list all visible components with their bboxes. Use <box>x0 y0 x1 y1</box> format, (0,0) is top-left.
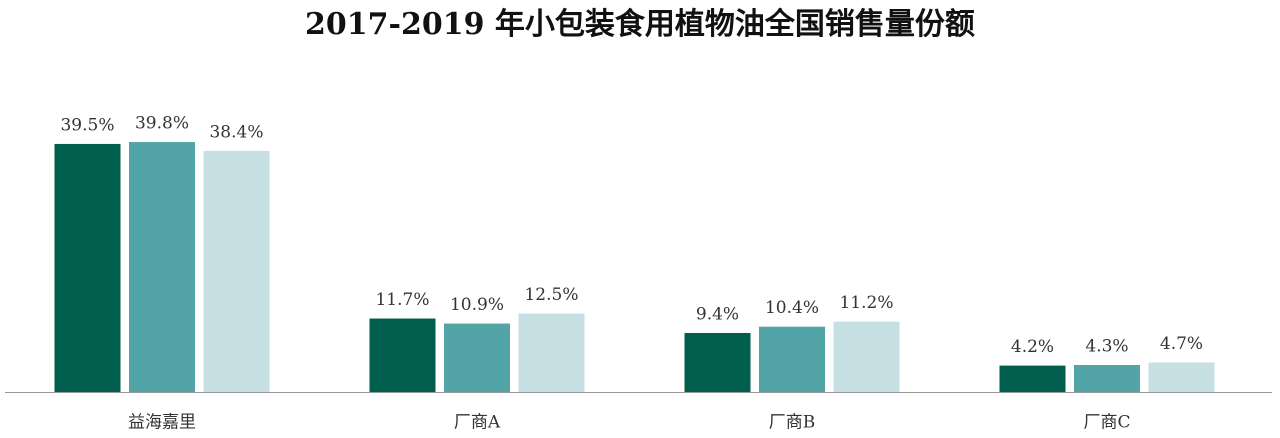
data-label: 39.8% <box>135 114 189 134</box>
bar <box>444 323 510 392</box>
data-label: 10.4% <box>765 298 819 318</box>
data-label: 4.7% <box>1160 334 1203 354</box>
data-label: 4.2% <box>1011 337 1054 357</box>
data-label: 12.5% <box>524 285 578 305</box>
data-label: 39.5% <box>60 115 114 135</box>
bar <box>684 332 751 392</box>
x-tick-label: 益海嘉里 <box>128 413 196 433</box>
bar <box>999 365 1066 392</box>
bar <box>1148 362 1215 392</box>
data-label: 9.4% <box>696 304 739 324</box>
chart-title: 2017-2019 年小包装食用植物油全国销售量份额 <box>305 7 975 42</box>
data-label: 11.7% <box>375 290 429 310</box>
bar <box>203 150 270 392</box>
bar <box>129 142 195 392</box>
x-tick-label: 厂商C <box>1083 413 1130 433</box>
x-tick-label: 厂商A <box>454 413 501 433</box>
bar <box>518 313 585 392</box>
bar <box>759 326 825 392</box>
data-label: 38.4% <box>209 122 263 142</box>
bar <box>369 318 436 392</box>
bar <box>833 321 900 392</box>
bar <box>1074 364 1140 392</box>
data-label: 4.3% <box>1085 336 1128 356</box>
data-label: 10.9% <box>450 295 504 315</box>
data-label: 11.2% <box>839 293 893 313</box>
x-tick-label: 厂商B <box>769 413 816 433</box>
bar <box>54 143 121 392</box>
